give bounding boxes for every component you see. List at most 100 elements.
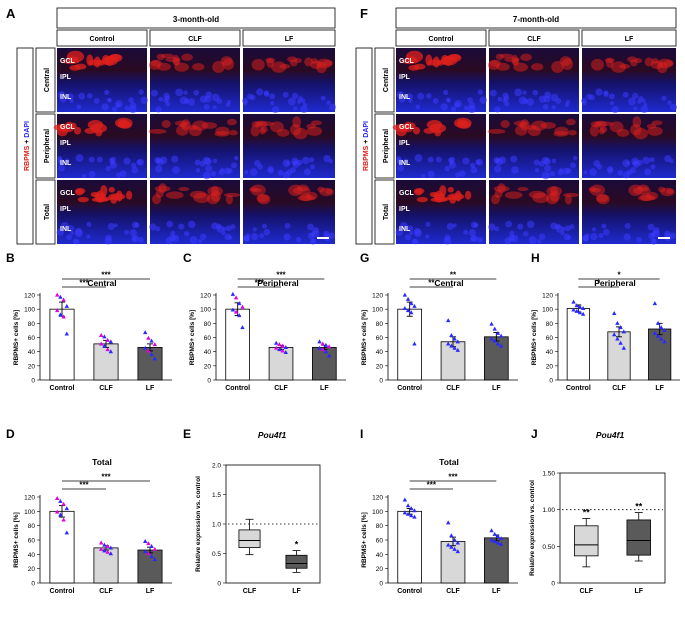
age-header-box-left [56, 7, 336, 29]
layer-label-ipl: IPL [60, 74, 72, 81]
dapi-nucleus [409, 231, 414, 236]
y-tick-label: 40 [204, 349, 212, 356]
y-axis-label: RBPMS+ cells [%] [189, 310, 196, 365]
dapi-nucleus [166, 220, 174, 228]
dapi-nucleus [468, 102, 476, 109]
dapi-nucleus [586, 93, 593, 100]
dapi-nucleus [444, 234, 451, 242]
data-point [277, 347, 282, 352]
data-point [446, 341, 451, 346]
dapi-nucleus [226, 100, 232, 105]
y-tick-label: 1.00 [542, 507, 555, 514]
dapi-nucleus [427, 170, 435, 178]
rgc-cell [495, 62, 510, 71]
rgc-cell [250, 184, 266, 196]
y-tick-label: 80 [376, 321, 384, 328]
data-point [449, 533, 454, 538]
dapi-nucleus [60, 221, 69, 230]
data-point [498, 333, 504, 338]
dapi-nucleus [149, 223, 157, 231]
rgc-cell [93, 193, 107, 199]
row-label-peripheral: Peripheral [383, 129, 390, 163]
dapi-nucleus [74, 238, 80, 245]
data-point [55, 509, 60, 514]
data-point [495, 534, 501, 539]
bar-clf [440, 541, 466, 584]
dapi-nucleus [172, 166, 180, 174]
dapi-nucleus [312, 227, 319, 234]
bar-control [397, 510, 422, 584]
dapi-nucleus [502, 98, 508, 104]
dapi-nucleus [307, 223, 314, 231]
dapi-nucleus [212, 105, 217, 110]
dapi-nucleus [76, 104, 82, 110]
y-tick-label: 120 [372, 495, 383, 502]
y-tick-label: 80 [204, 321, 212, 328]
row-label-total: Total [383, 204, 390, 220]
dapi-nucleus [669, 158, 674, 164]
sig-stars: *** [101, 473, 111, 482]
dapi-nucleus [573, 155, 578, 161]
dapi-nucleus [163, 98, 169, 104]
layer-label-ipl: IPL [399, 74, 411, 81]
data-point [446, 318, 451, 323]
dapi-nucleus [128, 97, 134, 103]
dapi-nucleus [216, 225, 225, 233]
rgc-cell [663, 59, 674, 67]
data-point [489, 336, 494, 341]
data-point [326, 353, 332, 358]
dapi-nucleus [252, 227, 257, 232]
dapi-nucleus [408, 98, 413, 103]
dapi-nucleus [497, 96, 503, 102]
data-point [143, 345, 148, 350]
y-tick-label: 100 [24, 509, 35, 516]
col-header-clf: CLF [527, 36, 541, 43]
x-tick-label: LF [292, 588, 301, 595]
dapi-nucleus [448, 157, 454, 163]
dapi-nucleus [589, 168, 597, 176]
y-tick-label: 0 [379, 378, 383, 385]
dapi-nucleus [413, 229, 422, 238]
dapi-nucleus [667, 100, 672, 106]
dapi-nucleus [432, 98, 439, 104]
rgc-cell [156, 62, 171, 71]
dapi-nucleus [538, 95, 547, 103]
dapi-nucleus [261, 223, 267, 229]
rgc-cell [175, 125, 189, 136]
x-tick-label: CLF [612, 385, 626, 392]
chart-I: Total 0 20 40 60 80 100 120 RBPMS+ cells [%] Cont… [361, 457, 518, 595]
data-point [237, 313, 242, 318]
dapi-nucleus [93, 98, 100, 104]
rgc-cell [559, 56, 572, 66]
chart-title: Total [439, 457, 459, 467]
layer-label-inl: INL [399, 226, 411, 233]
dapi-nucleus [155, 165, 163, 173]
y-tick-label: 100 [372, 509, 383, 516]
col-header-control: Control [90, 36, 115, 43]
data-point [659, 325, 664, 330]
data-point [99, 540, 104, 545]
chart-H: Peripheral 0 20 40 60 80 100 120 RBPMS+ cells [%… [531, 271, 680, 392]
data-point [571, 299, 576, 304]
dapi-nucleus [623, 233, 631, 241]
dapi-nucleus [397, 164, 404, 172]
dapi-nucleus [300, 105, 308, 114]
col-header-box [242, 29, 336, 47]
rgc-cell [658, 186, 666, 193]
dapi-nucleus [291, 92, 299, 100]
dapi-nucleus [489, 89, 497, 97]
dapi-nucleus [210, 170, 217, 177]
data-point [61, 501, 66, 506]
rgc-cell [447, 186, 454, 193]
data-point [492, 326, 497, 331]
rgc-cell [293, 127, 308, 140]
rgc-cell [154, 185, 171, 192]
dapi-nucleus [326, 100, 331, 106]
dapi-nucleus [123, 157, 131, 165]
data-point [409, 506, 414, 511]
data-point [102, 542, 107, 547]
data-point [655, 333, 661, 338]
y-tick-label: 60 [204, 335, 212, 342]
rgc-cell [310, 120, 322, 126]
y-tick-label: 0 [379, 581, 383, 588]
